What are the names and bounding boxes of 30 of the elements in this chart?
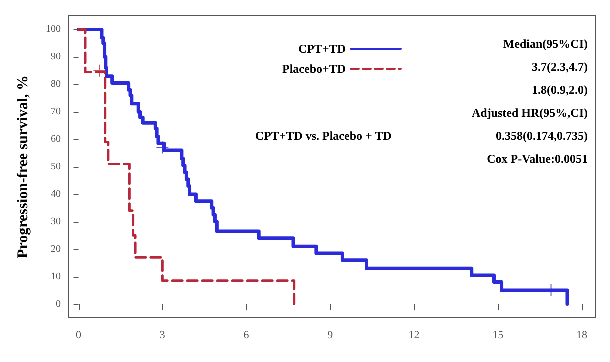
- annotation: CPT+TD vs. Placebo + TD: [255, 129, 392, 143]
- x-tick-label: 6: [244, 330, 250, 342]
- annotation: 3.7(2.3,4.7): [532, 60, 588, 74]
- annotation: Cox P-Value:0.0051: [487, 152, 588, 166]
- point: [93, 64, 106, 78]
- y-tick-label: 10: [51, 271, 61, 282]
- annotation: 1.8(0.9,2.0): [532, 83, 588, 97]
- y-tick-label: 90: [51, 52, 61, 63]
- x-tick-label: 18: [576, 330, 588, 342]
- y-tick-label: 50: [51, 162, 61, 172]
- y-axis-title: Progression-free survival, %: [16, 76, 32, 258]
- annotation: Median(95%CI): [503, 37, 588, 51]
- x-tick-label: 9: [328, 330, 334, 342]
- annotation: 0.358(0.174,0.735): [496, 129, 588, 143]
- y-tick-label: 80: [51, 79, 61, 90]
- y-tick-label: 60: [51, 134, 61, 146]
- y-tick-label: 70: [51, 106, 61, 118]
- annotation: Adjusted HR(95%,CI): [472, 106, 588, 120]
- y-tick-label: 30: [51, 216, 61, 228]
- legend-label: CPT+TD: [298, 42, 346, 56]
- y-tick-label: 40: [51, 188, 61, 200]
- x-tick-label: 12: [408, 330, 420, 342]
- legend-label: Placebo+TD: [282, 62, 346, 76]
- x-tick-label: 15: [492, 330, 504, 342]
- y-tick-label: 0: [56, 298, 61, 310]
- x-tick-label: 0: [76, 330, 82, 342]
- x-tick-label: 3: [160, 330, 166, 342]
- y-tick-label: 20: [51, 244, 61, 255]
- y-tick-label: 100: [46, 24, 61, 36]
- point: [156, 141, 170, 154]
